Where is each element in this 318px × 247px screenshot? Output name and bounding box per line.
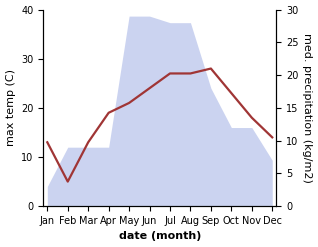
Y-axis label: max temp (C): max temp (C) xyxy=(5,69,16,146)
Y-axis label: med. precipitation (kg/m2): med. precipitation (kg/m2) xyxy=(302,33,313,183)
X-axis label: date (month): date (month) xyxy=(119,231,201,242)
